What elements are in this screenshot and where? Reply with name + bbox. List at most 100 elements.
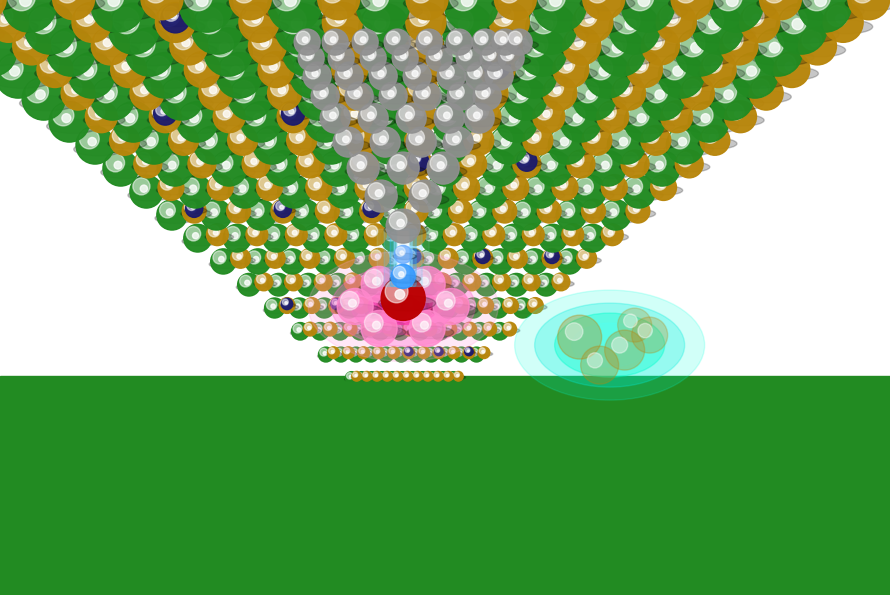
Ellipse shape (251, 143, 300, 156)
Ellipse shape (279, 7, 306, 34)
Ellipse shape (380, 136, 386, 143)
Ellipse shape (370, 330, 393, 336)
Ellipse shape (554, 274, 562, 284)
Ellipse shape (743, 5, 765, 26)
Ellipse shape (458, 18, 469, 30)
Ellipse shape (428, 298, 444, 314)
Ellipse shape (383, 40, 417, 49)
Ellipse shape (437, 306, 463, 314)
Ellipse shape (504, 283, 533, 291)
Ellipse shape (425, 166, 467, 177)
Ellipse shape (490, 2, 530, 42)
Ellipse shape (0, 26, 4, 43)
Ellipse shape (331, 350, 334, 353)
Ellipse shape (141, 185, 148, 192)
Ellipse shape (255, 67, 303, 80)
Ellipse shape (415, 40, 449, 49)
Ellipse shape (333, 213, 372, 224)
Ellipse shape (448, 326, 450, 330)
Ellipse shape (688, 102, 729, 142)
Ellipse shape (542, 18, 553, 30)
Ellipse shape (730, 72, 789, 88)
Ellipse shape (40, 55, 59, 73)
Ellipse shape (433, 96, 489, 111)
Ellipse shape (463, 352, 478, 356)
Ellipse shape (69, 52, 115, 98)
Ellipse shape (10, 66, 20, 76)
Ellipse shape (362, 371, 372, 381)
Ellipse shape (507, 275, 519, 287)
Ellipse shape (387, 372, 393, 379)
Ellipse shape (474, 250, 485, 260)
Ellipse shape (213, 251, 226, 264)
Ellipse shape (22, 77, 65, 120)
Ellipse shape (423, 280, 428, 285)
Ellipse shape (168, 14, 177, 23)
Ellipse shape (330, 30, 350, 50)
Ellipse shape (458, 302, 461, 306)
Ellipse shape (363, 306, 389, 314)
Ellipse shape (291, 300, 302, 310)
Ellipse shape (337, 64, 352, 79)
Ellipse shape (62, 42, 73, 53)
Ellipse shape (625, 209, 656, 218)
Ellipse shape (94, 30, 115, 50)
Ellipse shape (494, 70, 500, 77)
Ellipse shape (483, 322, 497, 336)
Ellipse shape (293, 40, 327, 49)
Ellipse shape (367, 119, 419, 133)
Ellipse shape (384, 302, 387, 304)
Ellipse shape (668, 14, 677, 23)
Ellipse shape (189, 26, 255, 43)
Ellipse shape (411, 322, 429, 340)
Ellipse shape (364, 224, 386, 246)
Ellipse shape (415, 110, 422, 117)
Ellipse shape (567, 150, 595, 178)
Ellipse shape (411, 253, 414, 256)
Ellipse shape (359, 282, 406, 295)
Ellipse shape (285, 0, 296, 7)
Ellipse shape (785, 62, 793, 70)
Ellipse shape (159, 5, 180, 26)
Ellipse shape (313, 324, 322, 333)
Ellipse shape (282, 251, 295, 264)
Ellipse shape (56, 0, 78, 3)
Ellipse shape (583, 0, 625, 20)
Ellipse shape (392, 45, 418, 71)
Ellipse shape (686, 119, 739, 133)
Ellipse shape (611, 76, 645, 110)
Ellipse shape (433, 281, 455, 287)
Ellipse shape (363, 322, 376, 336)
Ellipse shape (388, 209, 395, 215)
Ellipse shape (464, 126, 494, 155)
Ellipse shape (473, 134, 480, 141)
Ellipse shape (108, 0, 119, 7)
Ellipse shape (420, 304, 425, 308)
Ellipse shape (424, 372, 429, 377)
Ellipse shape (207, 174, 233, 201)
Ellipse shape (442, 137, 450, 146)
Ellipse shape (351, 330, 373, 336)
Ellipse shape (462, 182, 467, 188)
Ellipse shape (361, 311, 397, 346)
Ellipse shape (407, 372, 418, 384)
Ellipse shape (379, 178, 396, 195)
Ellipse shape (403, 115, 444, 126)
Ellipse shape (281, 298, 293, 309)
Ellipse shape (340, 292, 360, 310)
Ellipse shape (511, 182, 517, 188)
Ellipse shape (346, 372, 353, 379)
Ellipse shape (339, 79, 357, 96)
Ellipse shape (125, 18, 135, 30)
Ellipse shape (381, 277, 425, 321)
Ellipse shape (648, 154, 666, 172)
Ellipse shape (368, 53, 374, 59)
Ellipse shape (190, 152, 205, 167)
Ellipse shape (651, 134, 657, 141)
Ellipse shape (412, 206, 417, 212)
Ellipse shape (534, 185, 542, 192)
Ellipse shape (369, 249, 389, 268)
Ellipse shape (434, 347, 443, 356)
Ellipse shape (536, 151, 571, 186)
Ellipse shape (406, 27, 443, 65)
